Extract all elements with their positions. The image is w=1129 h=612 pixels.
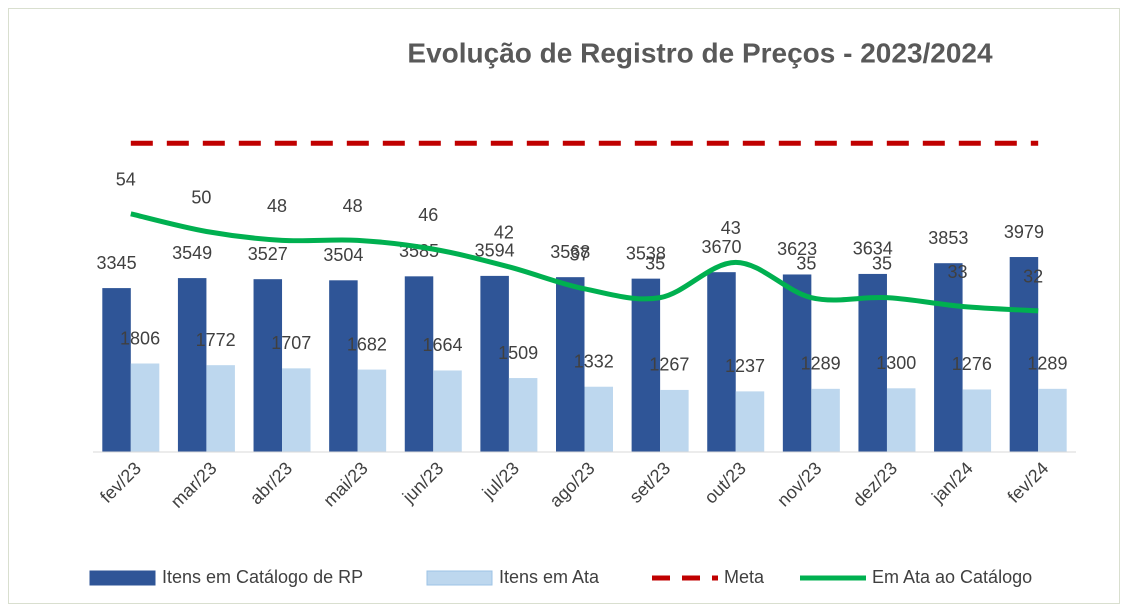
- bar: [584, 386, 613, 452]
- data-label: 33: [948, 262, 968, 282]
- data-label: 3504: [323, 245, 363, 265]
- data-label: 1806: [120, 328, 160, 348]
- data-label: 1289: [1027, 354, 1067, 374]
- data-label: 3538: [626, 243, 666, 263]
- bar: [357, 369, 387, 452]
- legend-swatch: [426, 570, 493, 586]
- data-label: 3670: [701, 237, 741, 257]
- data-label: 3853: [928, 228, 968, 248]
- data-label: 3549: [172, 243, 212, 263]
- data-label: 3568: [550, 242, 590, 262]
- data-label: 48: [267, 196, 287, 216]
- bar: [811, 388, 840, 452]
- data-label: 1300: [876, 353, 916, 373]
- data-label: 46: [418, 205, 438, 225]
- data-label: 3527: [248, 244, 288, 264]
- data-label: 35: [796, 253, 816, 273]
- bar: [631, 278, 661, 452]
- bar: [508, 378, 538, 452]
- bar: [253, 279, 283, 452]
- data-label: 3979: [1004, 222, 1044, 242]
- bar: [660, 389, 689, 452]
- bar: [404, 276, 434, 452]
- data-label: 37: [569, 245, 589, 265]
- data-label: 50: [191, 187, 211, 207]
- bar: [858, 273, 887, 452]
- data-label: 3345: [97, 253, 137, 273]
- data-label: 43: [721, 218, 741, 238]
- data-label: 3594: [475, 241, 515, 261]
- data-label: 1707: [271, 333, 311, 353]
- data-label: 54: [116, 170, 136, 190]
- bar: [1038, 388, 1067, 452]
- data-label: 35: [872, 253, 892, 273]
- data-label: 1682: [347, 334, 387, 354]
- bar: [177, 278, 207, 452]
- data-label: 48: [343, 196, 363, 216]
- data-label: 3623: [777, 239, 817, 259]
- bar: [102, 288, 131, 452]
- legend-swatch: [89, 570, 156, 586]
- bar: [433, 370, 462, 452]
- legend-label: Itens em Catálogo de RP: [162, 567, 363, 587]
- bar: [735, 391, 765, 452]
- legend-label: Em Ata ao Catálogo: [872, 567, 1032, 587]
- bar: [480, 275, 509, 452]
- bar: [707, 272, 736, 452]
- data-label: 32: [1023, 267, 1043, 287]
- bar: [130, 363, 160, 452]
- data-label: 1509: [498, 343, 538, 363]
- data-label: 1276: [952, 354, 992, 374]
- line: [130, 211, 1039, 314]
- legend-label: Itens em Ata: [499, 567, 600, 587]
- data-label: 1267: [649, 355, 689, 375]
- data-label: 42: [494, 223, 514, 243]
- legend-label: Meta: [724, 567, 765, 587]
- data-label: 35: [645, 253, 665, 273]
- bar: [206, 365, 235, 452]
- bar: [934, 263, 963, 452]
- bar: [329, 280, 358, 452]
- bar: [282, 368, 311, 452]
- data-label: 1289: [801, 354, 841, 374]
- bar: [1009, 257, 1039, 452]
- bar: [962, 389, 992, 452]
- chart-title: Evolução de Registro de Preços - 2023/20…: [407, 37, 993, 68]
- data-label: 1237: [725, 356, 765, 376]
- data-label: 1664: [422, 335, 462, 355]
- data-label: 3634: [853, 239, 893, 259]
- data-label: 1772: [196, 330, 236, 350]
- bar: [556, 277, 585, 452]
- bar: [782, 274, 812, 452]
- data-label: 1332: [574, 351, 614, 371]
- bar: [886, 388, 916, 452]
